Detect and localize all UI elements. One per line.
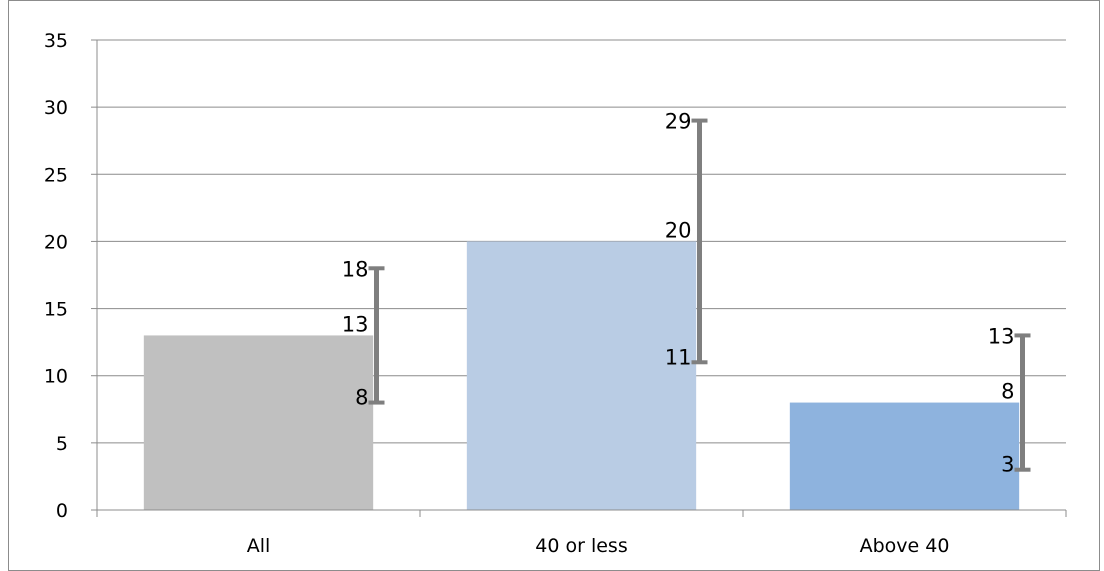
y-tick-label: 0 [56,500,68,522]
y-tick-label: 10 [44,366,68,388]
bar [143,335,374,510]
x-tick-label: Above 40 [860,535,950,557]
error-low-label: 3 [1001,453,1014,477]
axes: 0 5 10 15 20 25 30 35 All 40 or less Above 40 [44,30,1067,557]
data-labels: 18 13 8 29 20 11 13 8 3 [342,110,1015,477]
y-tick-label: 25 [44,164,68,186]
value-label: 20 [665,218,692,242]
bars [143,241,1020,510]
bar [466,241,697,510]
error-low-label: 8 [355,386,368,410]
y-tick-label: 35 [44,30,68,52]
error-bars [368,118,1031,472]
error-high-label: 13 [988,324,1015,348]
error-high-label: 29 [665,110,692,134]
x-tick-label: All [247,535,271,557]
y-tick-label: 15 [44,299,68,321]
y-tick-label: 20 [44,231,68,253]
bar [789,402,1020,510]
y-tick-label: 5 [56,433,68,455]
error-high-label: 18 [342,257,369,281]
x-tick-label: 40 or less [535,535,627,557]
y-tick-label: 30 [44,97,68,119]
value-label: 8 [1001,380,1014,404]
error-low-label: 11 [665,345,692,369]
value-label: 13 [342,312,369,336]
